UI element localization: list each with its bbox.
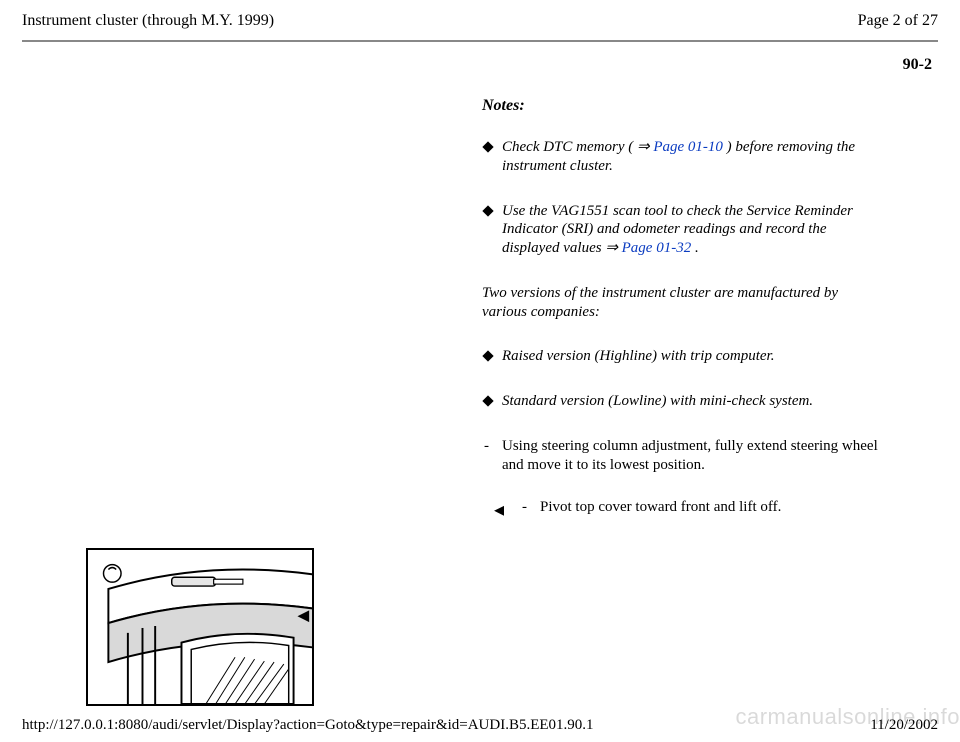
mid-paragraph: Two versions of the instrument cluster a… xyxy=(482,284,882,322)
doc-title: Instrument cluster (through M.Y. 1999) xyxy=(22,12,274,30)
notes-heading: Notes: xyxy=(482,96,882,116)
note-item-1: Check DTC memory ( ⇒ Page 01-10 ) before… xyxy=(482,138,882,176)
footer-url: http://127.0.0.1:8080/audi/servlet/Displ… xyxy=(22,717,594,734)
variant-item-1: Raised version (Highline) with trip comp… xyxy=(482,347,882,366)
page-root: Instrument cluster (through M.Y. 1999) P… xyxy=(0,0,960,742)
note-2-post: . xyxy=(695,240,699,256)
note-item-2: Use the VAG1551 scan tool to check the S… xyxy=(482,202,882,258)
section-number: 90-2 xyxy=(22,56,938,74)
figure-illustration xyxy=(86,548,314,706)
left-arrow-icon: ◂ xyxy=(482,498,504,523)
note-1-link[interactable]: Page 01-10 xyxy=(653,139,723,155)
arrow-step-row: ◂ Pivot top cover toward front and lift … xyxy=(482,498,882,541)
step-1: Using steering column adjustment, fully … xyxy=(482,437,882,475)
footer-date: 11/20/2002 xyxy=(870,717,938,734)
step-list: Using steering column adjustment, fully … xyxy=(482,437,882,475)
page-header: Instrument cluster (through M.Y. 1999) P… xyxy=(22,12,938,30)
header-rule xyxy=(22,40,938,42)
page-footer: http://127.0.0.1:8080/audi/servlet/Displ… xyxy=(22,717,938,734)
content-column: Notes: Check DTC memory ( ⇒ Page 01-10 )… xyxy=(482,96,882,541)
arrow-step-content: Pivot top cover toward front and lift of… xyxy=(520,498,882,541)
variant-item-2: Standard version (Lowline) with mini-che… xyxy=(482,392,882,411)
step-2: Pivot top cover toward front and lift of… xyxy=(520,498,882,517)
note-1-pre: Check DTC memory ( xyxy=(502,139,637,155)
notes-list-mid: Raised version (Highline) with trip comp… xyxy=(482,347,882,411)
note-2-link[interactable]: Page 01-32 xyxy=(622,240,692,256)
notes-list-top: Check DTC memory ( ⇒ Page 01-10 ) before… xyxy=(482,138,882,258)
page-indicator: Page 2 of 27 xyxy=(858,12,938,30)
